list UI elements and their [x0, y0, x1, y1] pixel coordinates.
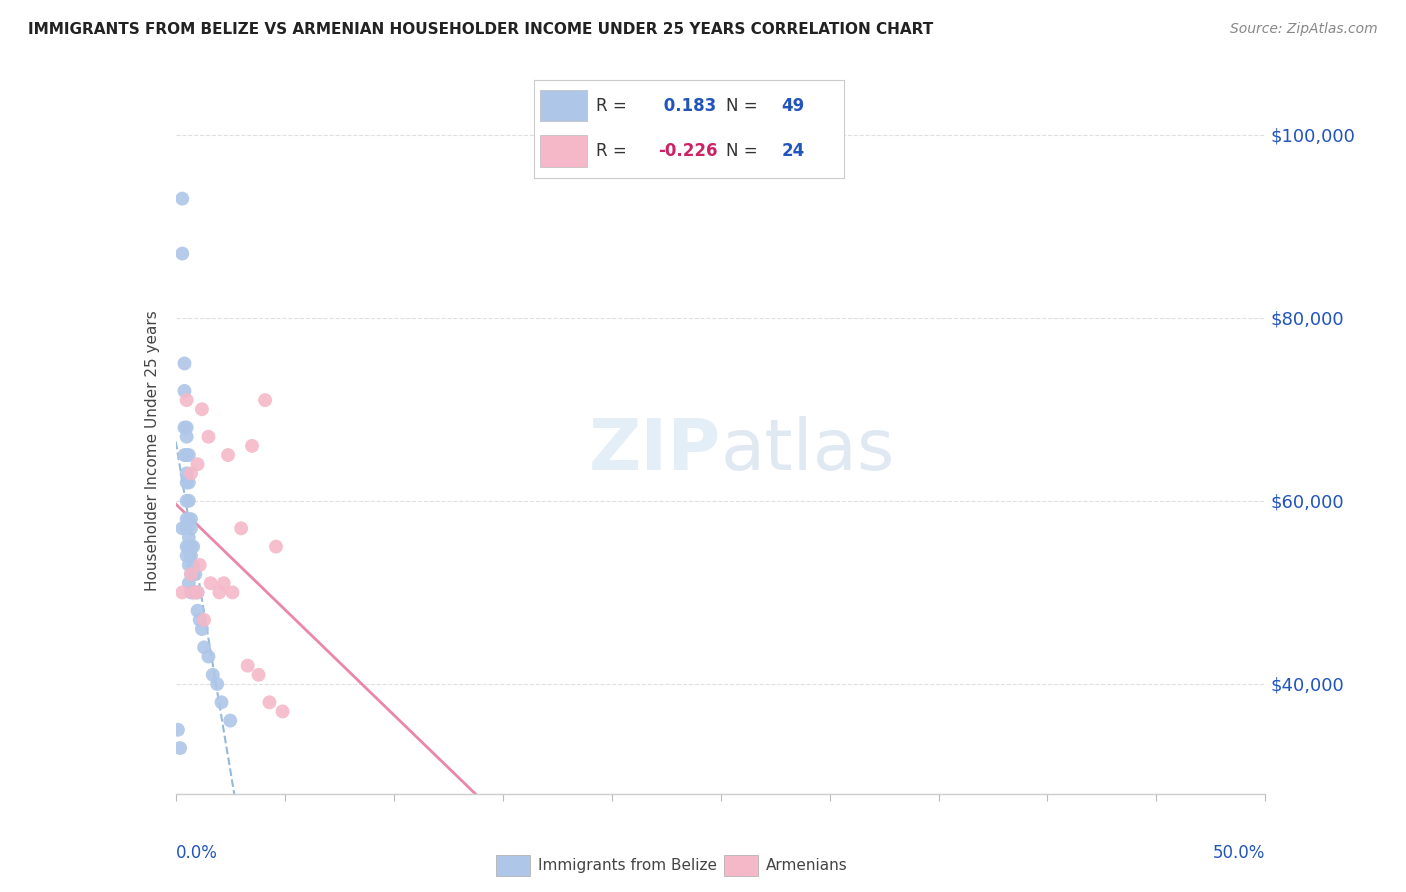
Text: N =: N = [725, 97, 763, 115]
Point [184, 567, 207, 582]
Point [181, 585, 204, 599]
Point [177, 576, 200, 591]
Point [180, 512, 202, 526]
Point [180, 540, 202, 554]
Point [201, 668, 224, 682]
Point [247, 668, 270, 682]
Point [191, 622, 214, 636]
Point [180, 567, 202, 582]
Point [217, 448, 239, 462]
Text: atlas: atlas [721, 416, 896, 485]
Text: N =: N = [725, 142, 763, 160]
Text: R =: R = [596, 97, 633, 115]
Point [181, 558, 204, 572]
Point [176, 521, 198, 535]
Text: -0.226: -0.226 [658, 142, 717, 160]
Text: R =: R = [596, 142, 633, 160]
Point [176, 493, 198, 508]
Text: 49: 49 [782, 97, 806, 115]
Y-axis label: Householder Income Under 25 years: Householder Income Under 25 years [145, 310, 160, 591]
Point [191, 402, 214, 417]
Point [236, 658, 259, 673]
Point [186, 604, 209, 618]
Point [180, 467, 202, 481]
Point [259, 695, 281, 709]
Point [176, 393, 198, 408]
Point [205, 677, 228, 691]
Point [173, 448, 195, 462]
Point [231, 521, 253, 535]
Point [193, 640, 215, 655]
Point [177, 493, 200, 508]
Bar [724, 855, 758, 876]
Point [254, 393, 277, 408]
Point [200, 576, 222, 591]
Point [176, 448, 198, 462]
Point [197, 649, 219, 664]
Point [212, 576, 235, 591]
Bar [540, 90, 586, 121]
Point [172, 246, 194, 260]
Point [271, 705, 294, 719]
Point [181, 567, 204, 582]
Point [219, 714, 242, 728]
Point [186, 457, 209, 471]
Point [211, 695, 233, 709]
Point [221, 585, 243, 599]
Point [193, 613, 215, 627]
Point [180, 585, 202, 599]
Point [176, 420, 198, 434]
Point [177, 558, 200, 572]
Point [197, 430, 219, 444]
Text: Armenians: Armenians [766, 858, 848, 872]
Text: Source: ZipAtlas.com: Source: ZipAtlas.com [1230, 22, 1378, 37]
Point [176, 549, 198, 563]
Point [176, 512, 198, 526]
Point [176, 430, 198, 444]
Point [208, 585, 231, 599]
Point [173, 356, 195, 370]
Text: 0.0%: 0.0% [176, 844, 218, 863]
Bar [540, 136, 586, 167]
Point [177, 540, 200, 554]
Point [177, 531, 200, 545]
Point [176, 467, 198, 481]
Point [177, 475, 200, 490]
Point [176, 475, 198, 490]
Point [240, 439, 263, 453]
Point [184, 585, 207, 599]
Point [176, 540, 198, 554]
Point [181, 585, 204, 599]
Point [188, 558, 211, 572]
Point [172, 192, 194, 206]
Text: ZIP: ZIP [588, 416, 721, 485]
Text: 50.0%: 50.0% [1213, 844, 1265, 863]
Point [186, 585, 209, 599]
Point [186, 585, 209, 599]
Point [169, 741, 191, 756]
Bar [496, 855, 530, 876]
Point [180, 549, 202, 563]
Point [172, 521, 194, 535]
Point [167, 723, 190, 737]
Point [181, 540, 204, 554]
Text: 0.183: 0.183 [658, 97, 716, 115]
Point [264, 540, 287, 554]
Point [180, 567, 202, 582]
Point [173, 384, 195, 398]
Text: 24: 24 [782, 142, 806, 160]
Point [180, 521, 202, 535]
Text: IMMIGRANTS FROM BELIZE VS ARMENIAN HOUSEHOLDER INCOME UNDER 25 YEARS CORRELATION: IMMIGRANTS FROM BELIZE VS ARMENIAN HOUSE… [28, 22, 934, 37]
Point [177, 448, 200, 462]
Point [172, 585, 194, 599]
Point [188, 613, 211, 627]
Point [173, 420, 195, 434]
Point [177, 512, 200, 526]
Text: Immigrants from Belize: Immigrants from Belize [538, 858, 717, 872]
